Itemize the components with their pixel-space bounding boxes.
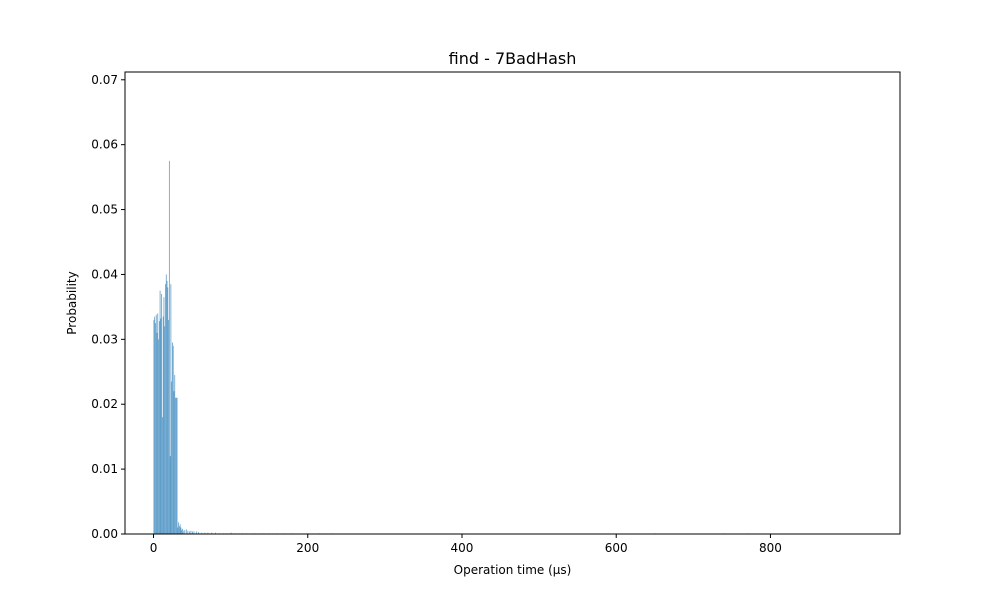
histogram-bar <box>158 321 160 534</box>
histogram-bar <box>165 284 166 534</box>
histogram-bar <box>201 532 203 534</box>
y-axis-label: Probability <box>65 271 79 334</box>
histogram-bar <box>172 342 173 534</box>
histogram-bar <box>182 528 183 534</box>
histogram-bar <box>176 397 178 534</box>
histogram-bar <box>162 316 164 534</box>
histogram-bar <box>171 381 173 534</box>
histogram-bar <box>159 290 161 534</box>
histogram-bar <box>167 287 169 534</box>
histogram-bar <box>168 319 169 534</box>
y-axis-ticks: 0.00 0.01 0.02 0.03 0.04 0.05 0.06 0.07 <box>91 73 125 541</box>
histogram-bar <box>158 339 159 534</box>
y-tick-label: 0.01 <box>91 462 118 476</box>
histogram-bar <box>211 532 213 534</box>
histogram-bar <box>174 375 176 534</box>
x-tick-label: 200 <box>296 541 319 555</box>
x-tick-label: 600 <box>605 541 628 555</box>
histogram-bar <box>164 326 166 534</box>
histogram-bar <box>230 532 232 534</box>
y-tick-label: 0.07 <box>91 73 118 87</box>
histogram-bar <box>155 314 157 534</box>
y-tick-label: 0.06 <box>91 138 118 152</box>
y-tick-label: 0.00 <box>91 527 118 541</box>
histogram-bar <box>154 316 156 534</box>
histogram-bar <box>175 397 176 534</box>
histogram-bar <box>204 532 206 534</box>
histogram-bar <box>170 284 172 534</box>
histogram-bar <box>185 529 187 534</box>
histogram-bar <box>166 280 168 534</box>
chart-title: find - 7BadHash <box>449 49 577 68</box>
histogram-bar <box>160 318 162 534</box>
histogram-bar <box>157 313 159 534</box>
histogram-bar <box>181 530 183 534</box>
plot-frame <box>124 71 901 535</box>
histogram-bar <box>172 345 174 534</box>
x-axis-ticks: 0 200 400 600 800 <box>150 534 782 555</box>
histogram-bar <box>207 532 209 534</box>
histogram-bar <box>153 319 155 534</box>
histogram-bar <box>163 297 165 534</box>
histogram-bar <box>215 532 216 534</box>
y-tick-label: 0.02 <box>91 397 118 411</box>
x-tick-label: 400 <box>451 541 474 555</box>
histogram-bar <box>193 531 195 534</box>
histogram-bar <box>190 530 192 534</box>
histogram-bar <box>168 160 170 535</box>
histogram-bar <box>187 530 189 534</box>
y-tick-label: 0.03 <box>91 332 118 346</box>
x-tick-label: 800 <box>759 541 782 555</box>
histogram-bar <box>180 527 182 534</box>
x-axis-label: Operation time (µs) <box>454 563 572 577</box>
x-tick-label: 0 <box>150 541 158 555</box>
histogram-bar <box>162 417 163 534</box>
histogram-bar <box>165 274 167 534</box>
histogram-bar <box>182 530 184 534</box>
histogram-bar <box>195 531 197 534</box>
histogram-bar <box>161 293 163 534</box>
histogram-bar <box>184 530 186 534</box>
histogram-bar <box>178 526 180 534</box>
histogram-bar <box>156 332 158 534</box>
bars-layer <box>153 160 749 535</box>
histogram-bar <box>198 532 200 534</box>
histogram-bar <box>173 391 175 534</box>
histogram-bar <box>175 397 177 534</box>
histogram-bar <box>189 531 190 534</box>
y-tick-label: 0.05 <box>91 203 118 217</box>
histogram-bar <box>192 531 193 534</box>
histogram-bar <box>169 456 171 534</box>
histogram-bar <box>177 527 179 534</box>
histogram-bar <box>155 323 156 534</box>
histogram-bar <box>178 522 179 534</box>
y-tick-label: 0.04 <box>91 267 118 281</box>
histogram-bar <box>179 524 181 534</box>
